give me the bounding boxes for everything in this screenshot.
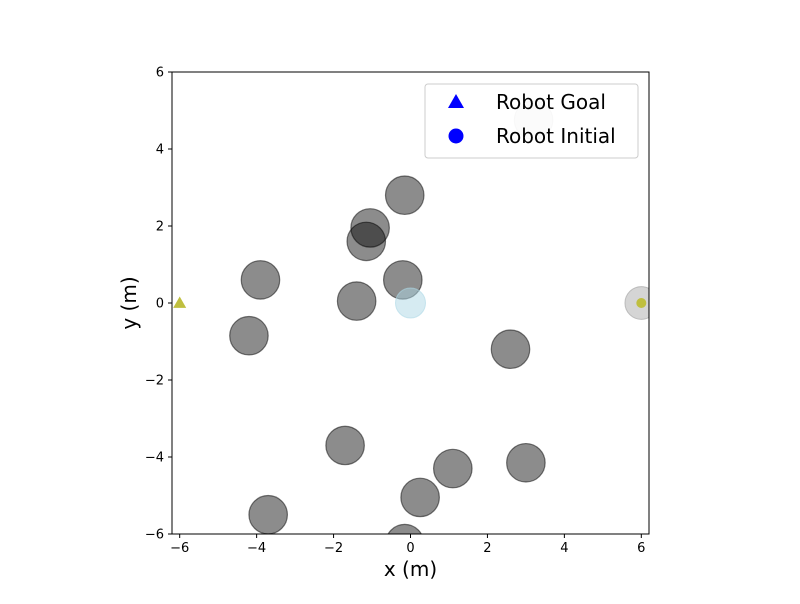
obstacle [336, 281, 377, 321]
obstacle [387, 523, 423, 534]
y-axis-label: y (m) [117, 276, 141, 329]
x-tick-label: −2 [324, 541, 343, 556]
obstacle [240, 260, 281, 300]
y-tick-label: 2 [156, 220, 164, 235]
x-tick-label: 0 [406, 541, 414, 556]
y-tick-label: 6 [156, 66, 164, 81]
y-tick-label: −2 [145, 374, 164, 389]
marks-layer [229, 100, 649, 534]
x-tick-label: −6 [170, 541, 189, 556]
legend-goal-marker [448, 94, 464, 108]
obstacle [350, 208, 390, 248]
obstacle [248, 494, 288, 534]
robot-initial-marker [636, 298, 647, 308]
y-tick-label: 4 [156, 143, 164, 158]
obstacle [506, 442, 546, 483]
robot-goal-marker [173, 296, 187, 308]
legend: Robot Goal Robot Initial [424, 83, 639, 159]
obstacle [346, 221, 387, 262]
obstacle [490, 329, 531, 370]
x-tick-label: 2 [483, 541, 491, 556]
agent [394, 287, 427, 319]
obstacle [400, 477, 440, 518]
legend-goal-label: Robot Goal [496, 90, 606, 114]
x-axis-label: x (m) [384, 557, 437, 581]
x-tick-label: −4 [247, 541, 266, 556]
obstacle [384, 175, 425, 216]
x-tick-label: 6 [637, 541, 645, 556]
y-tick-label: −6 [145, 528, 164, 543]
obstacle [229, 315, 269, 356]
x-tick-label: 4 [560, 541, 568, 556]
y-tick-label: −4 [145, 451, 164, 466]
obstacle [325, 425, 365, 466]
legend-box [424, 83, 639, 159]
legend-initial-marker [448, 128, 464, 144]
obstacle [432, 448, 473, 489]
ticks-layer: −6 −4 −2 0 2 4 6 −6 −4 −2 0 2 4 6 [145, 66, 646, 557]
y-tick-label: 0 [156, 297, 164, 312]
legend-initial-label: Robot Initial [496, 124, 616, 148]
